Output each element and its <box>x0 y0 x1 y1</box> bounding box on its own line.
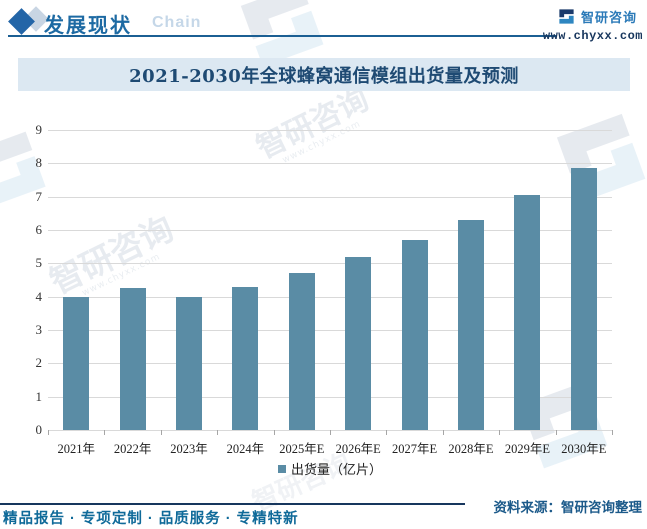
bar-2027年E <box>401 240 428 430</box>
bar-2023年 <box>176 296 202 430</box>
x-axis-label: 2026年E <box>335 442 381 456</box>
brand-url: www.chyxx.com <box>542 29 643 43</box>
x-axis-label: 2027年E <box>392 442 438 456</box>
footer-divider <box>0 503 465 505</box>
y-axis-tick-label: 8 <box>35 155 43 171</box>
y-axis-tick-label: 4 <box>35 288 43 304</box>
y-axis-tick-label: 7 <box>35 188 43 204</box>
y-axis-tick-label: 9 <box>35 122 43 137</box>
y-axis-tick-label: 5 <box>35 255 43 271</box>
x-axis-tick <box>160 430 162 435</box>
chart-legend: 出货量（亿片） <box>48 459 612 478</box>
data-source-note: 资料来源：智研咨询整理 <box>493 500 643 515</box>
gridline <box>48 330 612 331</box>
gridline <box>48 230 612 231</box>
bar-2022年 <box>119 288 146 430</box>
x-axis-tick <box>499 430 501 435</box>
bar-2024年 <box>232 286 259 430</box>
x-axis-label: 2025年E <box>279 442 325 456</box>
x-axis-tick <box>442 430 444 435</box>
x-axis-tick <box>48 430 49 435</box>
y-axis-tick-label: 3 <box>35 322 43 337</box>
brand-logo: 智研咨询 <box>557 7 637 26</box>
bar-2025年E <box>288 273 315 430</box>
x-axis-tick <box>217 430 219 435</box>
x-axis-label: 2029年E <box>504 442 550 456</box>
x-axis-label: 2021年 <box>57 442 95 456</box>
gridline <box>48 263 612 265</box>
section-subtitle: Chain <box>152 14 202 31</box>
bar-2026年E <box>345 256 372 430</box>
y-axis-tick-label: 2 <box>35 355 43 371</box>
gridline <box>48 296 612 298</box>
brand-name: 智研咨询 <box>580 10 637 25</box>
x-axis-tick <box>104 430 106 435</box>
y-axis-tick-label: 6 <box>35 222 43 237</box>
chart-title-band: 2021-2030年全球蜂窝通信模组出货量及预测 <box>18 58 630 91</box>
gridline <box>48 396 612 398</box>
x-axis-tick <box>273 430 275 435</box>
gridline <box>48 363 612 365</box>
section-title: 发展现状 <box>44 13 132 37</box>
x-axis-label: 2023年 <box>170 442 208 456</box>
y-axis-tick-label: 1 <box>35 388 43 404</box>
y-axis-tick-label: 0 <box>35 422 43 437</box>
gridline <box>48 130 612 131</box>
x-axis-label: 2030年E <box>561 442 607 456</box>
x-axis-tick <box>386 430 388 435</box>
legend-marker-square <box>277 464 286 473</box>
bar-2028年E <box>458 220 484 430</box>
x-axis-tick <box>555 430 557 435</box>
gridline <box>48 196 612 198</box>
bar-2029年E <box>514 195 541 430</box>
legend-label: 出货量（亿片） <box>290 462 382 477</box>
x-axis-label: 2028年E <box>448 442 494 456</box>
bar-2021年 <box>63 296 90 430</box>
x-axis-tick <box>612 430 613 435</box>
gridline <box>48 163 612 165</box>
brand-logo-icon <box>559 9 574 24</box>
x-axis-label: 2022年 <box>113 442 152 456</box>
x-axis-label: 2024年 <box>226 442 265 456</box>
footer-tagline: 精品报告 · 专项定制 · 品质服务 · 专精特新 <box>3 511 299 527</box>
chart-title: 2021-2030年全球蜂窝通信模组出货量及预测 <box>129 65 519 87</box>
x-axis-tick <box>330 430 331 435</box>
bar-2030年E <box>570 168 597 430</box>
